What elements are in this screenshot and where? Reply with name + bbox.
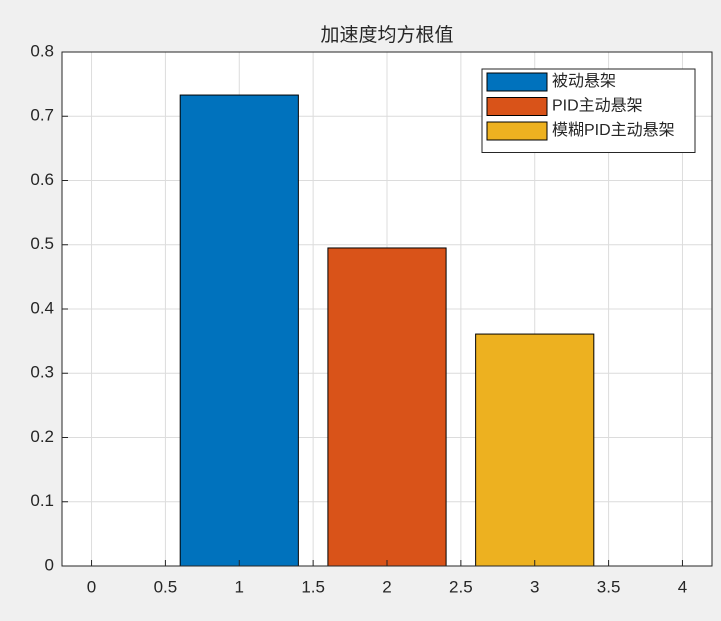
x-tick-label: 4 <box>678 577 687 596</box>
y-tick-label: 0.6 <box>30 170 54 189</box>
x-tick-label: 1 <box>235 577 244 596</box>
x-tick-label: 2.5 <box>449 577 473 596</box>
y-tick-label: 0.2 <box>30 427 54 446</box>
bar <box>475 333 595 567</box>
x-tick-label: 2 <box>382 577 391 596</box>
bars <box>179 94 595 567</box>
x-tick-label: 1.5 <box>301 577 325 596</box>
legend-label: 被动悬架 <box>552 72 616 90</box>
x-tick-label: 0 <box>87 577 96 596</box>
x-tick-label: 3.5 <box>597 577 621 596</box>
y-tick-label: 0.1 <box>30 491 54 510</box>
legend-swatch <box>486 72 548 92</box>
x-tick-label: 3 <box>530 577 539 596</box>
y-tick-label: 0.8 <box>30 41 54 60</box>
y-tick-label: 0 <box>45 555 54 574</box>
chart-title: 加速度均方根值 <box>320 24 453 46</box>
legend-swatch <box>486 121 548 141</box>
legend-swatch <box>486 97 548 116</box>
x-tick-label: 0.5 <box>154 577 178 596</box>
bar <box>327 247 447 567</box>
legend-label: 模糊PID主动悬架 <box>552 121 675 139</box>
y-tick-label: 0.4 <box>30 298 54 317</box>
y-tick-label: 0.3 <box>30 363 54 382</box>
legend-label: PID主动悬架 <box>552 97 643 115</box>
y-tick-label: 0.5 <box>30 234 54 253</box>
bar <box>179 94 299 567</box>
y-tick-label: 0.7 <box>30 106 54 125</box>
